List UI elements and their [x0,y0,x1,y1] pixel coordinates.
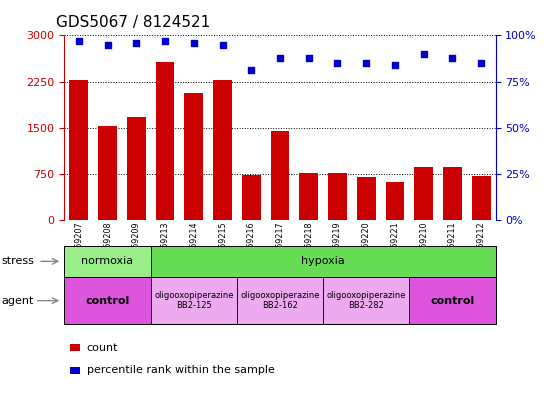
Point [362,60,371,66]
Text: agent: agent [1,296,34,306]
Point [304,54,313,61]
Bar [69,80,88,220]
Point [333,60,342,66]
Point [103,41,112,48]
Text: oligooxopiperazine
BB2-162: oligooxopiperazine BB2-162 [240,291,320,310]
Bar [242,175,260,220]
Text: oligooxopiperazine
BB2-282: oligooxopiperazine BB2-282 [326,291,406,310]
Text: stress: stress [1,256,34,266]
Bar [64,246,496,277]
Point [390,62,399,68]
Bar [443,167,462,220]
Text: count: count [87,343,118,353]
Point [419,51,428,57]
Bar [270,131,290,220]
Bar [64,246,151,277]
Text: GDS5067 / 8124521: GDS5067 / 8124521 [56,15,210,30]
Bar [70,344,80,351]
Bar [151,277,237,324]
Bar [151,246,496,277]
Bar [323,277,409,324]
Bar [64,277,496,324]
Bar [156,62,174,220]
Point [218,41,227,48]
Text: control: control [430,296,475,306]
Point [477,60,486,66]
Point [448,54,457,61]
Bar [184,93,203,220]
Bar [472,176,491,220]
Bar [357,177,376,220]
Bar [70,367,80,374]
Bar [300,173,318,220]
Point [74,38,83,44]
Point [247,67,256,73]
Bar [98,127,117,220]
Point [161,38,170,44]
Point [189,40,198,46]
Bar [213,80,232,220]
Point [276,54,284,61]
Text: hypoxia: hypoxia [301,256,345,266]
Bar [127,117,146,220]
Bar [328,173,347,220]
Text: oligooxopiperazine
BB2-125: oligooxopiperazine BB2-125 [154,291,234,310]
Bar [64,277,151,324]
Point [132,40,141,46]
Text: control: control [85,296,130,306]
Text: percentile rank within the sample: percentile rank within the sample [87,365,274,375]
Bar [386,182,404,220]
Bar [414,167,433,220]
Bar [409,277,496,324]
Text: normoxia: normoxia [81,256,134,266]
Bar [237,277,323,324]
